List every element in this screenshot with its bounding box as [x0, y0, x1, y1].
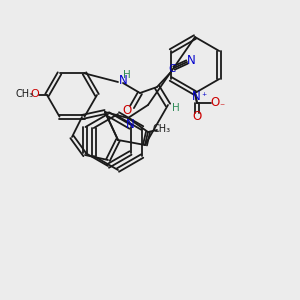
Text: N: N — [187, 53, 195, 67]
Text: O: O — [122, 104, 132, 118]
Text: O: O — [31, 89, 39, 99]
Text: N: N — [192, 91, 200, 103]
Text: O: O — [192, 110, 202, 124]
Text: H: H — [172, 103, 180, 113]
Text: N: N — [119, 74, 128, 86]
Text: ⁺: ⁺ — [201, 92, 207, 102]
Text: ⁻: ⁻ — [219, 102, 225, 112]
Text: C: C — [168, 64, 176, 74]
Text: CH₃: CH₃ — [153, 124, 171, 134]
Text: N: N — [126, 118, 134, 130]
Text: H: H — [123, 70, 131, 80]
Text: CH₃: CH₃ — [16, 89, 34, 99]
Text: O: O — [210, 97, 220, 110]
